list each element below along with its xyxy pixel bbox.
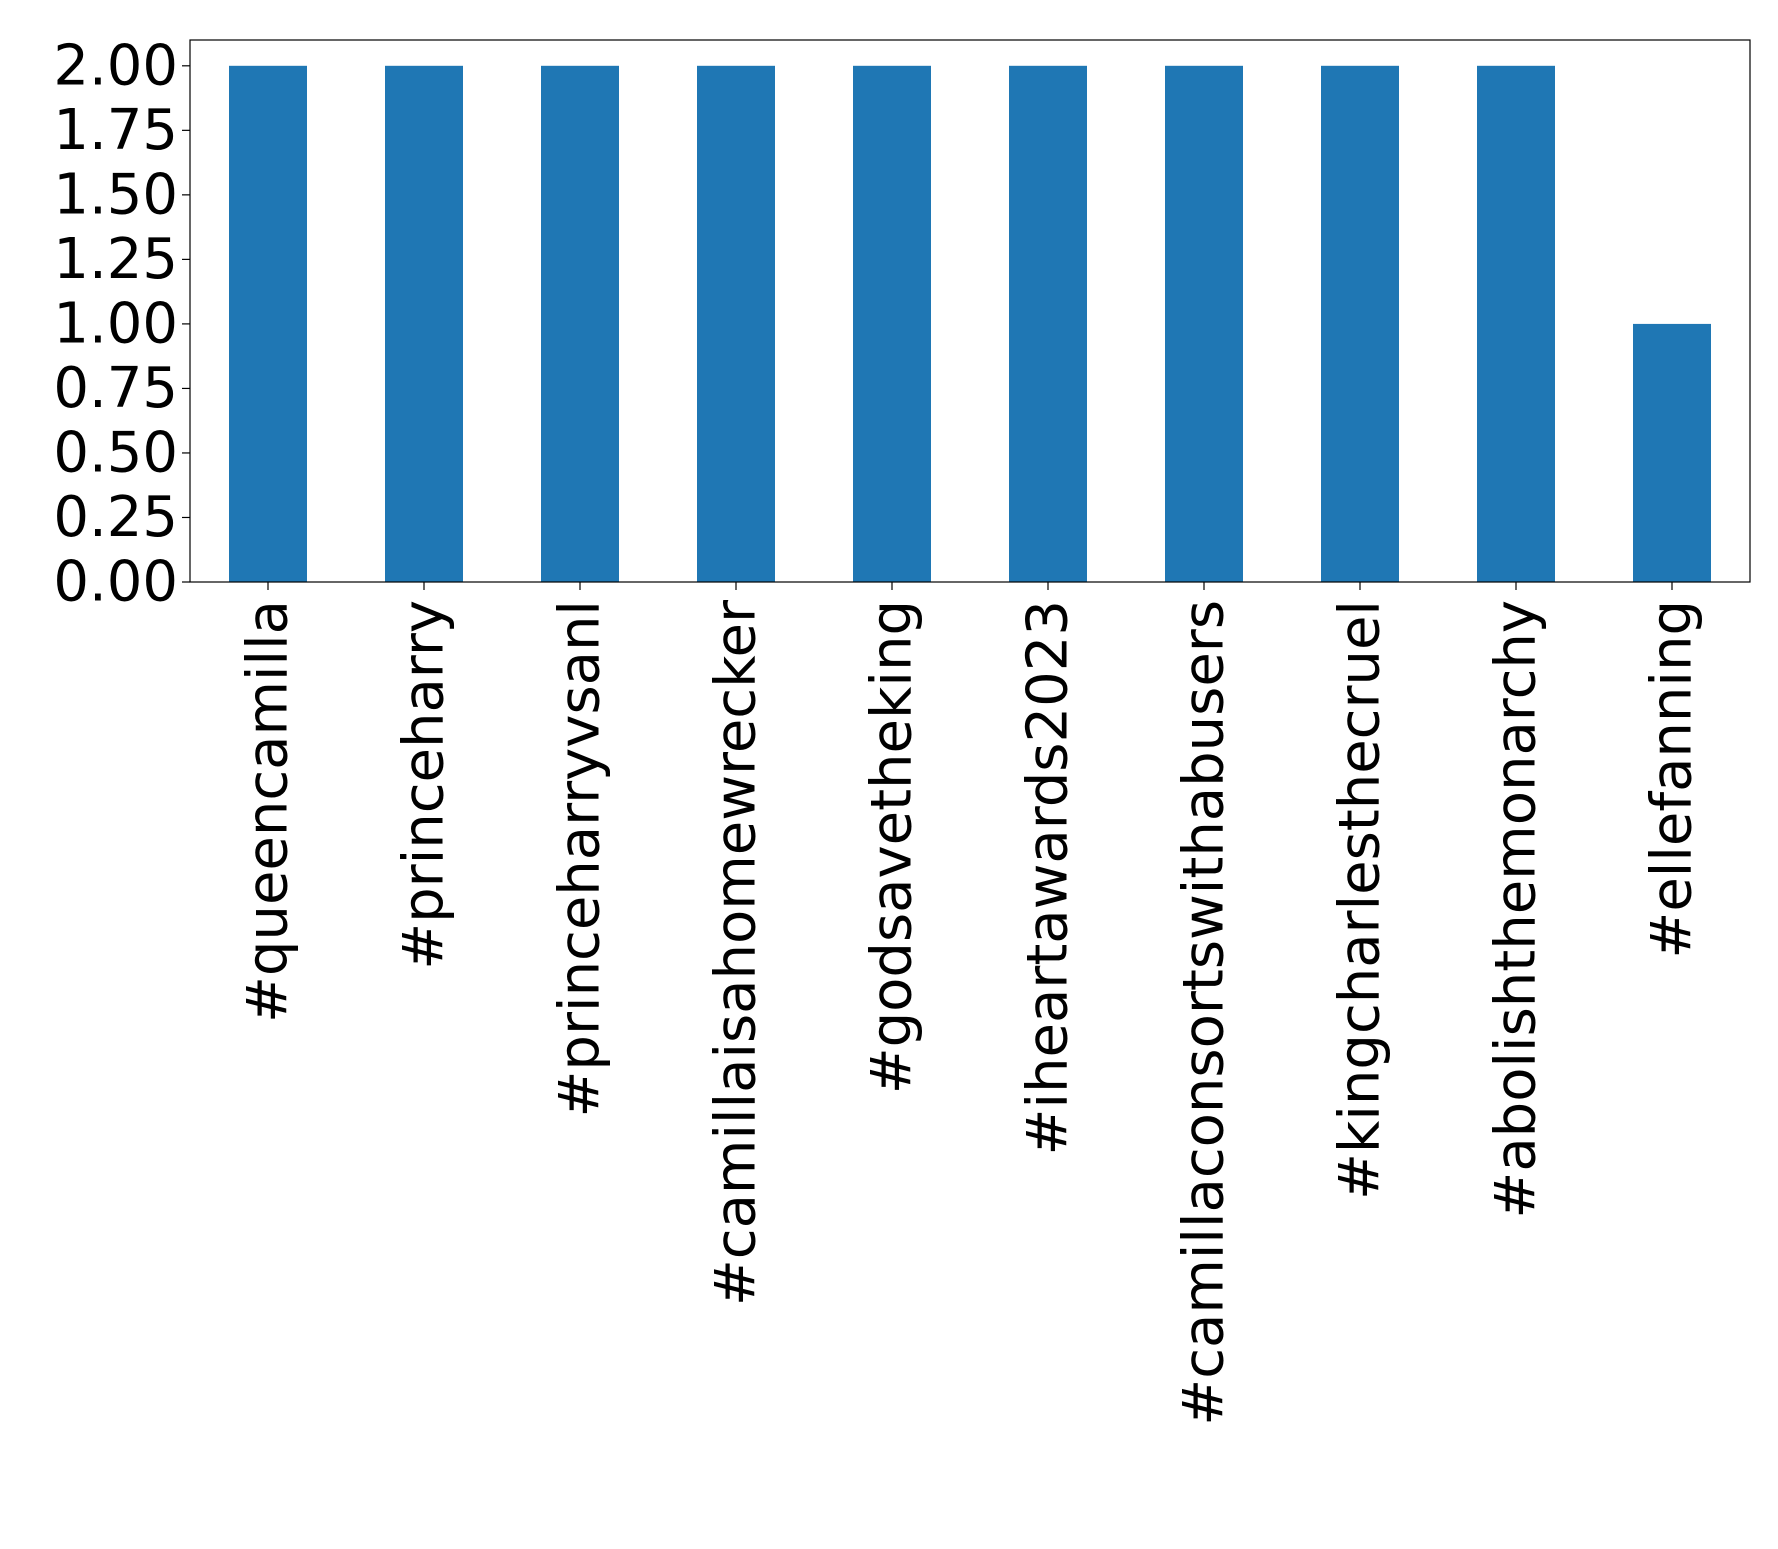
bar-queencamilla [229,65,307,583]
x-tick-label: #camillaisahomewrecker [704,599,769,1306]
y-tick-label: 1.25 [53,227,178,292]
y-tick-label: 0.00 [53,550,178,615]
bar-ellefanning [1633,323,1711,582]
x-tick-label: #ellefanning [1640,600,1705,959]
bar-camillaisahomewrecker [697,65,775,583]
bar-camillaconsortswithabusers [1165,65,1243,583]
bar-princeharryvsanl [541,65,619,583]
y-tick-label: 1.00 [53,291,178,356]
x-tick-label: #iheartawards2023 [1016,600,1081,1155]
bar-godsavetheking [853,65,931,583]
y-tick-label: 0.50 [53,420,178,485]
bar-kingcharlesthecruel [1321,65,1399,583]
y-tick-label: 2.00 [53,33,178,98]
x-tick-label: #kingcharlesthecruel [1328,600,1393,1200]
x-tick-label: #princeharry [392,600,457,970]
x-tick-label: #camillaconsortswithabusers [1172,600,1237,1426]
y-tick-label: 0.75 [53,356,178,421]
y-axis: 0.000.250.500.751.001.251.501.752.00 [53,33,190,615]
y-tick-label: 0.25 [53,485,178,550]
y-tick-label: 1.50 [53,162,178,227]
bar-abolishthemonarchy [1477,65,1555,583]
bars-group [229,65,1711,583]
x-tick-label: #abolishthemonarchy [1484,600,1549,1219]
bar-iheartawards2023 [1009,65,1087,583]
x-axis: #queencamilla #princeharry #princeharryvsa… [236,582,1705,1426]
bar-princeharry [385,65,463,583]
plot-frame [189,39,1751,583]
x-tick-label: #godsavetheking [860,600,925,1094]
x-tick-label: #queencamilla [236,600,301,1023]
y-tick-label: 1.75 [53,98,178,163]
x-tick-label: #princeharryvsanl [548,600,613,1117]
